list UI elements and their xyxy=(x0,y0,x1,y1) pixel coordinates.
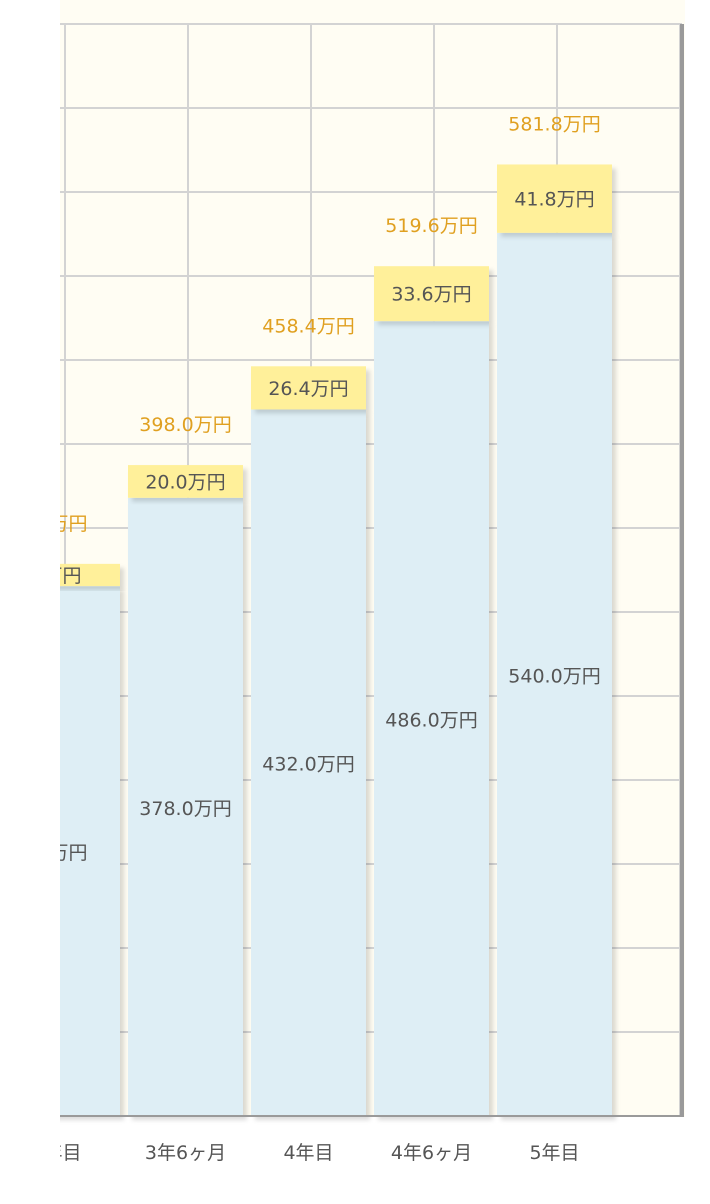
bar-increment-0 xyxy=(60,563,120,587)
bar-base-value-label: 378.0万円 xyxy=(139,798,231,820)
bar-base-value-label: 540.0万円 xyxy=(508,665,600,687)
bar-increment-2 xyxy=(251,366,366,410)
x-tick-label: 3年6ヶ月 xyxy=(145,1142,226,1164)
bar-increment-value-label: 33.6万円 xyxy=(391,284,471,306)
data-labels: 0万円 万円 6万円 378.0万円 20.0万円 398.0万円 432.0万円 26.4万… xyxy=(37,113,601,864)
bar-total-label: 519.6万円 xyxy=(385,215,477,237)
bar-total-label: 458.4万円 xyxy=(262,315,354,337)
bar-increment-value-label: 26.4万円 xyxy=(268,378,348,400)
x-tick-label: 4年6ヶ月 xyxy=(391,1142,472,1164)
x-tick-label: 4年目 xyxy=(283,1142,333,1164)
x-tick-label: 5年目 xyxy=(529,1142,579,1164)
bar-increment-1 xyxy=(128,465,243,498)
bar-total-label: 6万円 xyxy=(37,513,87,535)
bar-increment-value-label: 万円 xyxy=(43,565,81,587)
bar-base-value-label: 0万円 xyxy=(37,842,87,864)
bar-base-2 xyxy=(251,409,366,1116)
bar-base-value-label: 432.0万円 xyxy=(262,754,354,776)
bar-increment-value-label: 41.8万円 xyxy=(514,189,594,211)
bar-total-label: 581.8万円 xyxy=(508,113,600,135)
bar-increment-3 xyxy=(374,266,489,322)
bar-base-4 xyxy=(497,232,612,1116)
bar-increment-4 xyxy=(497,164,612,233)
bar-increment-value-label: 20.0万円 xyxy=(145,471,225,493)
bar-total-label: 398.0万円 xyxy=(139,414,231,436)
bar-base-3 xyxy=(374,321,489,1117)
bar-base-value-label: 486.0万円 xyxy=(385,710,477,732)
bar-base-1 xyxy=(128,497,243,1116)
bar-base-0 xyxy=(60,586,120,1116)
x-tick-label: 年目 xyxy=(43,1142,81,1164)
bars xyxy=(60,164,612,1117)
x-tick-labels: 年目 3年6ヶ月 4年目 4年6ヶ月 5年目 xyxy=(43,1142,580,1164)
